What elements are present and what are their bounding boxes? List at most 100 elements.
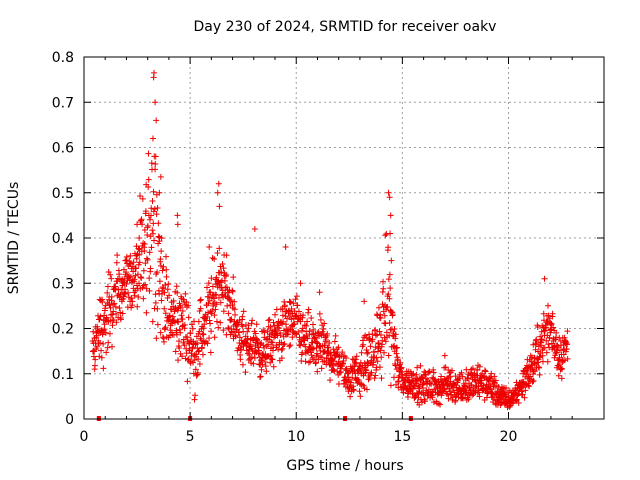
data-point: [564, 355, 571, 362]
data-point: [282, 244, 289, 251]
data-point: [324, 330, 331, 337]
data-point: [464, 374, 471, 381]
data-point: [248, 320, 255, 327]
data-point: [549, 310, 556, 317]
data-point: [270, 363, 277, 370]
data-point: [217, 319, 224, 326]
data-point: [382, 232, 389, 239]
data-point: [321, 342, 328, 349]
data-point: [170, 297, 177, 304]
data-point: [380, 285, 387, 292]
data-point: [430, 366, 437, 373]
data-point: [265, 317, 272, 324]
data-point: [204, 340, 211, 347]
data-point: [386, 319, 393, 326]
data-point: [206, 317, 213, 324]
data-point: [152, 166, 159, 173]
data-point: [278, 355, 285, 362]
data-point: [104, 289, 111, 296]
data-point: [140, 295, 147, 302]
data-point: [142, 281, 149, 288]
data-point: [413, 371, 420, 378]
data-point: [228, 325, 235, 332]
data-point: [281, 298, 288, 305]
data-point: [482, 368, 489, 375]
data-point: [174, 212, 181, 219]
data-point: [282, 321, 289, 328]
data-point: [144, 256, 151, 263]
data-point: [98, 347, 105, 354]
data-point: [163, 266, 170, 273]
data-point: [207, 349, 214, 356]
data-point: [209, 283, 216, 290]
data-point: [146, 216, 153, 223]
data-point: [148, 244, 155, 251]
data-point: [513, 397, 520, 404]
data-point: [185, 302, 192, 309]
data-point: [322, 336, 329, 343]
data-point: [281, 302, 288, 309]
data-point: [103, 349, 110, 356]
data-point: [174, 289, 181, 296]
data-point: [360, 341, 367, 348]
data-point: [171, 317, 178, 324]
data-point: [187, 329, 194, 336]
data-point: [377, 311, 384, 318]
data-point: [417, 362, 424, 369]
data-point: [350, 387, 357, 394]
data-point: [244, 336, 251, 343]
y-tick-label: 0.4: [52, 231, 74, 247]
data-point: [476, 393, 483, 400]
data-point: [564, 341, 571, 348]
data-point: [456, 375, 463, 382]
data-point: [93, 332, 100, 339]
data-point: [165, 281, 172, 288]
data-point: [426, 380, 433, 387]
data-point: [546, 334, 553, 341]
data-point: [244, 340, 251, 347]
data-point: [524, 368, 531, 375]
data-point: [107, 311, 114, 318]
data-point: [195, 348, 202, 355]
data-point: [335, 344, 342, 351]
data-point: [123, 269, 130, 276]
data-point: [375, 304, 382, 311]
data-point: [310, 345, 317, 352]
data-point: [382, 338, 389, 345]
data-point: [230, 274, 237, 281]
data-point: [145, 176, 152, 183]
data-point: [214, 250, 221, 257]
data-point: [378, 375, 385, 382]
data-point: [266, 316, 273, 323]
data-point: [529, 378, 536, 385]
data-point: [530, 377, 537, 384]
data-point: [545, 302, 552, 309]
data-point: [251, 355, 258, 362]
data-point: [478, 377, 485, 384]
data-point: [153, 117, 160, 124]
data-point: [492, 377, 499, 384]
data-point: [293, 293, 300, 300]
data-point: [386, 271, 393, 278]
data-point: [385, 352, 392, 359]
data-point: [359, 343, 366, 350]
data-point: [288, 306, 295, 313]
data-point: [280, 341, 287, 348]
data-point: [161, 305, 168, 312]
data-point: [257, 373, 264, 380]
data-point: [107, 304, 114, 311]
data-point: [181, 321, 188, 328]
data-point: [543, 325, 550, 332]
data-point: [151, 237, 158, 244]
data-point: [156, 278, 163, 285]
data-point: [372, 344, 379, 351]
data-point: [404, 394, 411, 401]
data-point: [297, 280, 304, 287]
x-tick-label: 0: [80, 429, 89, 445]
data-point: [260, 342, 267, 349]
data-point: [337, 369, 344, 376]
data-point: [117, 309, 124, 316]
data-point: [316, 289, 323, 296]
data-point: [299, 314, 306, 321]
data-point: [410, 370, 417, 377]
